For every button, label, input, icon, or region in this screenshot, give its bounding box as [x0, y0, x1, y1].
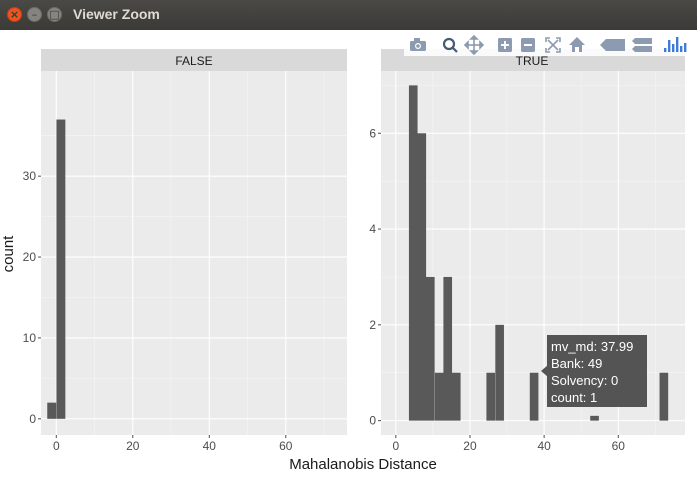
histogram-bar-true[interactable] — [434, 372, 444, 421]
y-tick-label-false: 30 — [23, 169, 37, 183]
panel-true-axes: 0 20 40 60 0 2 4 6 — [369, 126, 625, 453]
x-axis-title: Mahalanobis Distance — [289, 456, 437, 473]
y-tick-label-false: 0 — [29, 412, 36, 426]
x-tick-label-true: 0 — [392, 439, 399, 453]
panel-false-background — [41, 71, 347, 435]
zoom-out-icon[interactable] — [521, 38, 535, 52]
window-maximize-button[interactable]: □ — [47, 7, 62, 22]
tooltip-line-3: Solvency: 0 — [551, 373, 618, 388]
window-minimize-button[interactable]: – — [27, 7, 42, 22]
window-close-button[interactable]: × — [7, 7, 22, 22]
x-tick-label-true: 60 — [612, 439, 626, 453]
hover-closest-icon[interactable] — [600, 39, 625, 51]
histogram-bar-true[interactable] — [659, 372, 669, 421]
panel-false: FALSE 0 20 40 60 0 10 20 30 — [23, 49, 347, 453]
autoscale-icon[interactable] — [545, 37, 561, 53]
histogram-bar-true[interactable] — [590, 415, 599, 421]
histogram-bar-true[interactable] — [529, 372, 539, 421]
hover-compare-icon[interactable] — [632, 38, 652, 52]
window-title: Viewer Zoom — [73, 6, 160, 22]
histogram-bar-true[interactable] — [425, 276, 435, 421]
y-axis-title: count — [0, 235, 17, 273]
pan-icon[interactable] — [463, 34, 485, 56]
tooltip-line-4: count: 1 — [551, 390, 597, 405]
zoom-in-icon[interactable] — [498, 38, 512, 52]
plotly-logo[interactable] — [664, 37, 687, 52]
histogram-bar-true[interactable] — [451, 372, 461, 421]
panel-true-grid — [381, 71, 685, 435]
histogram-bar-true[interactable] — [417, 133, 427, 421]
y-tick-label-true: 2 — [369, 318, 376, 332]
histogram-bar-false[interactable] — [56, 119, 66, 419]
tooltip-box — [547, 335, 647, 407]
strip-true-label: TRUE — [516, 54, 549, 68]
strip-false-label: FALSE — [175, 54, 212, 68]
y-tick-label-false: 20 — [23, 250, 37, 264]
y-tick-label-false: 10 — [23, 331, 37, 345]
y-tick-label-true: 0 — [369, 414, 376, 428]
x-tick-label-true: 20 — [463, 439, 477, 453]
panel-true-bars — [408, 85, 669, 421]
tooltip-line-1: mv_md: 37.99 — [551, 339, 633, 354]
y-tick-label-true: 4 — [369, 222, 376, 236]
tooltip-pointer — [541, 365, 548, 377]
hover-tooltip: mv_md: 37.99 Bank: 49 Solvency: 0 count:… — [541, 335, 647, 407]
plot-area[interactable]: count Mahalanobis Distance FALSE 0 20 40 60… — [0, 30, 697, 482]
x-tick-label-false: 60 — [279, 439, 293, 453]
panel-false-bars — [47, 119, 66, 419]
panel-false-axes: 0 20 40 60 0 10 20 30 — [23, 169, 293, 453]
zoom-icon[interactable] — [442, 37, 458, 53]
x-tick-label-false: 20 — [126, 439, 140, 453]
x-tick-label-false: 40 — [203, 439, 217, 453]
panel-false-grid — [41, 71, 347, 435]
strip-false — [41, 49, 347, 71]
x-tick-label-false: 0 — [53, 439, 60, 453]
y-tick-label-true: 6 — [369, 126, 376, 140]
modebar — [404, 34, 690, 56]
camera-icon[interactable] — [410, 38, 426, 51]
title-bar: × – □ Viewer Zoom — [0, 0, 697, 30]
tooltip-line-2: Bank: 49 — [551, 356, 602, 371]
histogram-bar-true[interactable] — [495, 324, 504, 421]
home-icon[interactable] — [569, 37, 585, 52]
histogram-bar-true[interactable] — [408, 85, 418, 421]
histogram-bar-true[interactable] — [486, 372, 496, 421]
x-tick-label-true: 40 — [537, 439, 551, 453]
histogram-bar-false[interactable] — [47, 402, 57, 419]
histogram-bar-true[interactable] — [443, 276, 453, 421]
